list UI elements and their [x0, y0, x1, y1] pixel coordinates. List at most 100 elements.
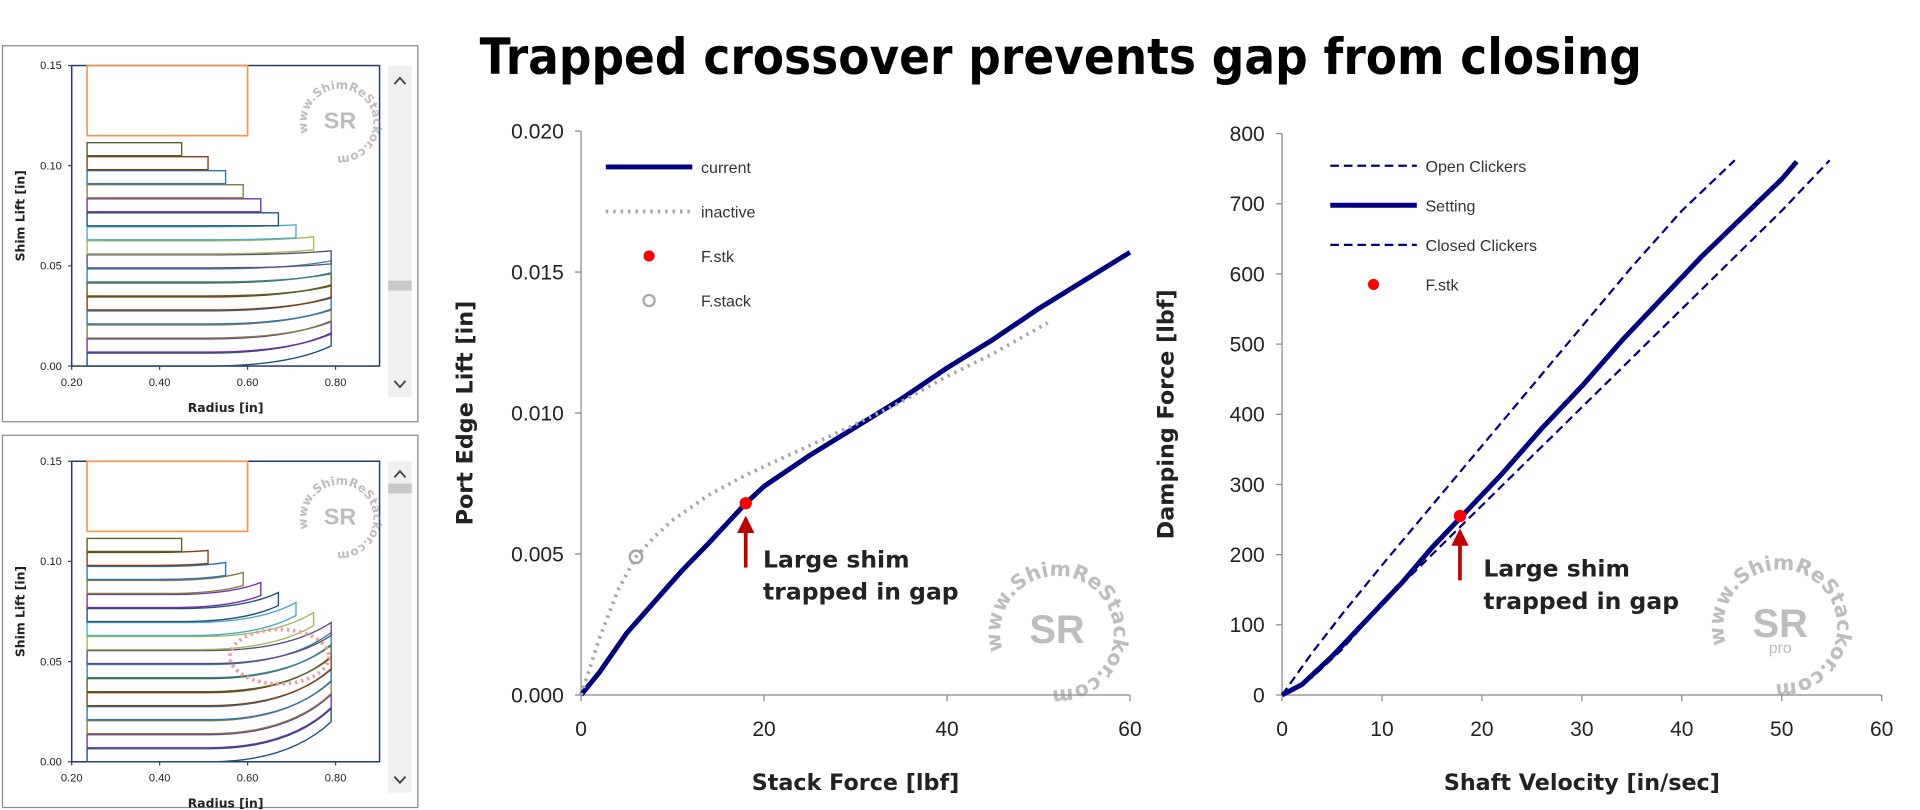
shim: [86, 250, 332, 269]
y-tick-label: 800: [1230, 123, 1265, 146]
legend-marker: [643, 250, 655, 262]
legend-label: F.stk: [701, 248, 735, 266]
scroll-track[interactable]: [388, 65, 412, 397]
y-tick-label: 0.05: [40, 656, 62, 668]
x-tick-label: 0: [1276, 718, 1288, 741]
y-tick-label: 200: [1230, 544, 1265, 567]
x-tick-label: 0.20: [61, 773, 83, 785]
legend-marker: [1367, 278, 1380, 290]
x-tick-label: 0.40: [149, 773, 171, 785]
shim: [86, 621, 332, 665]
y-axis-label: Shim Lift [in]: [14, 566, 28, 657]
watermark-logo: SR: [324, 503, 357, 529]
annotation-arrowhead: [737, 515, 755, 533]
annotation-text: Large shim: [763, 546, 910, 574]
series-line: [579, 250, 1132, 697]
highlight-ring: [228, 627, 331, 686]
y-tick-label: 0.000: [511, 684, 564, 707]
shim: [86, 141, 183, 157]
data-point: [1453, 509, 1467, 523]
series-line: [1280, 160, 1799, 698]
x-tick-label: 0.40: [149, 377, 171, 389]
scrollbar[interactable]: [388, 461, 412, 793]
legend-label: Open Clickers: [1425, 158, 1526, 176]
scroll-up[interactable]: [393, 76, 407, 85]
y-tick-label: 0.10: [40, 556, 62, 568]
annotation-text: trapped in gap: [1483, 587, 1679, 615]
y-tick-label: 500: [1230, 334, 1265, 357]
scroll-track[interactable]: [388, 461, 412, 793]
clamp: [86, 460, 249, 533]
x-axis-label: Shaft Velocity [in/sec]: [1444, 770, 1720, 796]
y-tick-label: 0.015: [511, 261, 564, 284]
shim: [86, 611, 315, 651]
y-tick-label: 100: [1230, 614, 1265, 637]
y-tick-label: 0.15: [40, 60, 62, 72]
legend-label: F.stk: [1425, 277, 1459, 295]
y-tick-label: 0.05: [40, 261, 62, 273]
clamp: [86, 64, 249, 137]
scroll-down[interactable]: [393, 775, 407, 785]
y-tick-label: 0.005: [511, 543, 564, 566]
legend-label: Setting: [1425, 197, 1475, 215]
shim: [86, 707, 332, 763]
x-tick-label: 0.80: [325, 773, 347, 785]
shim: [86, 537, 183, 553]
shim: [86, 693, 332, 749]
shim: [86, 170, 227, 185]
scroll-thumb[interactable]: [388, 280, 412, 291]
scroll-thumb[interactable]: [388, 483, 412, 494]
legend-marker: [642, 293, 656, 308]
x-tick-label: 60: [1118, 718, 1141, 741]
watermark-logo: SR: [324, 108, 357, 134]
x-tick-label: 0: [575, 718, 587, 741]
x-tick-label: 10: [1370, 718, 1393, 741]
y-tick-label: 0.010: [511, 402, 564, 425]
legend-label: current: [701, 159, 752, 177]
series-line: [1281, 159, 1736, 696]
series-line: [1281, 159, 1831, 696]
scroll-up[interactable]: [393, 469, 407, 478]
series-line: [579, 321, 1049, 696]
legend-label: inactive: [701, 204, 756, 222]
y-axis-label: Damping Force [lbf]: [1153, 289, 1179, 539]
x-tick-label: 60: [1870, 718, 1893, 741]
shim: [86, 571, 244, 595]
y-tick-label: 0.020: [511, 121, 564, 144]
x-tick-label: 30: [1570, 718, 1593, 741]
page-title: Trapped crossover prevents gap from clos…: [480, 28, 1642, 86]
x-axis-label: Stack Force [lbf]: [752, 770, 960, 796]
x-tick-label: 0.60: [237, 773, 259, 785]
x-tick-label: 0.20: [61, 377, 83, 389]
x-axis-label: Radius [in]: [188, 797, 264, 810]
shim: [86, 184, 244, 199]
data-point: [628, 549, 644, 565]
y-tick-label: 700: [1230, 193, 1265, 216]
x-tick-label: 20: [752, 718, 775, 741]
shim: [86, 581, 262, 609]
legend-label: Closed Clickers: [1425, 237, 1537, 255]
scroll-down[interactable]: [393, 380, 407, 389]
y-tick-label: 600: [1230, 263, 1265, 286]
shim: [86, 591, 280, 623]
y-tick-label: 300: [1230, 474, 1265, 497]
x-axis-label: Radius [in]: [188, 401, 264, 415]
scrollbar[interactable]: [388, 65, 412, 397]
shim: [86, 561, 227, 581]
y-axis-label: Shim Lift [in]: [14, 170, 28, 261]
y-tick-label: 0.00: [40, 756, 62, 768]
y-tick-label: 0: [1253, 684, 1265, 707]
y-tick-label: 0.00: [40, 361, 62, 373]
annotation-text: trapped in gap: [763, 578, 959, 606]
y-axis-label: Port Edge Lift [in]: [452, 301, 478, 526]
x-tick-label: 0.60: [237, 377, 259, 389]
shim: [86, 236, 315, 255]
shim: [86, 198, 262, 213]
annotation-arrowhead: [1451, 528, 1469, 546]
y-tick-label: 0.10: [40, 160, 62, 172]
y-tick-label: 400: [1230, 404, 1265, 427]
annotation-text: Large shim: [1483, 555, 1630, 583]
